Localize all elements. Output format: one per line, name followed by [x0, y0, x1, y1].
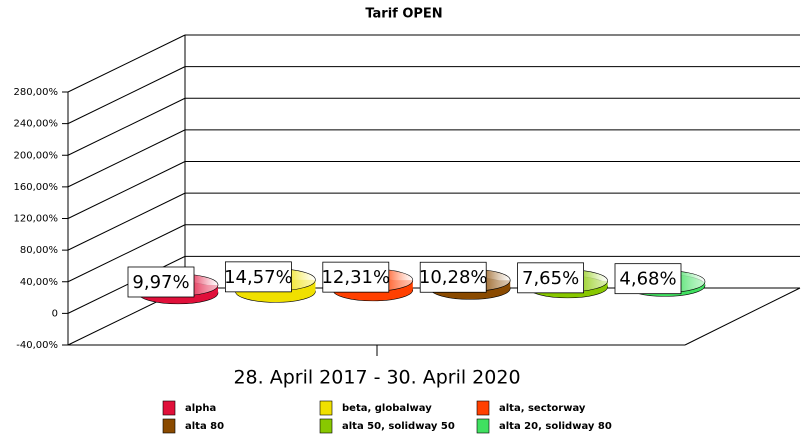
value-label-box — [419, 261, 487, 293]
legend-swatch — [319, 418, 333, 434]
value-label-box — [224, 261, 292, 293]
value-label: 10,28% — [419, 267, 488, 288]
grid-line — [67, 34, 186, 93]
grid-line — [67, 161, 186, 219]
y-tick-label: 40,00% — [20, 277, 58, 288]
value-label-box — [517, 262, 584, 294]
value-label: 4,68% — [619, 269, 676, 290]
y-tick-label: -40,00% — [16, 340, 58, 351]
y-tick-label: 240,00% — [14, 119, 59, 130]
chart-title: Tarif OPEN — [365, 7, 442, 22]
grid-line — [67, 97, 186, 156]
y-tick-label: 160,00% — [14, 182, 59, 193]
legend-label: alta 80 — [185, 421, 224, 432]
legend-label: alta 50, solidway 50 — [342, 421, 455, 432]
legend-label: alpha — [185, 403, 216, 414]
y-tick-label: 200,00% — [14, 150, 59, 161]
value-label-box — [322, 261, 390, 293]
floor-right — [684, 287, 801, 346]
legend-swatch — [319, 400, 333, 416]
grid-line — [67, 192, 186, 251]
legend-swatch — [476, 418, 490, 434]
grid-line — [67, 66, 186, 125]
value-label: 7,65% — [522, 268, 579, 289]
legend-swatch — [162, 418, 176, 434]
x-tick-label: 28. April 2017 - 30. April 2020 — [233, 367, 520, 389]
value-label: 9,97% — [132, 272, 189, 293]
grid-line — [67, 255, 186, 314]
grid-line — [67, 224, 186, 283]
legend-swatch — [476, 400, 490, 416]
legend-label: beta, globalway — [342, 403, 432, 414]
y-tick-label: 280,00% — [14, 87, 59, 98]
legend-swatch — [162, 400, 176, 416]
y-tick-label: 0 — [52, 308, 58, 319]
legend-label: alta, sectorway — [499, 403, 586, 414]
y-tick-label: 120,00% — [14, 214, 59, 225]
value-label: 12,31% — [321, 267, 390, 288]
value-label-box — [614, 263, 682, 295]
grid-line — [67, 129, 186, 188]
y-tick-label: 80,00% — [20, 245, 58, 256]
legend-label: alta 20, solidway 80 — [499, 421, 612, 432]
value-label: 14,57% — [224, 267, 293, 288]
value-label-box — [127, 266, 195, 298]
